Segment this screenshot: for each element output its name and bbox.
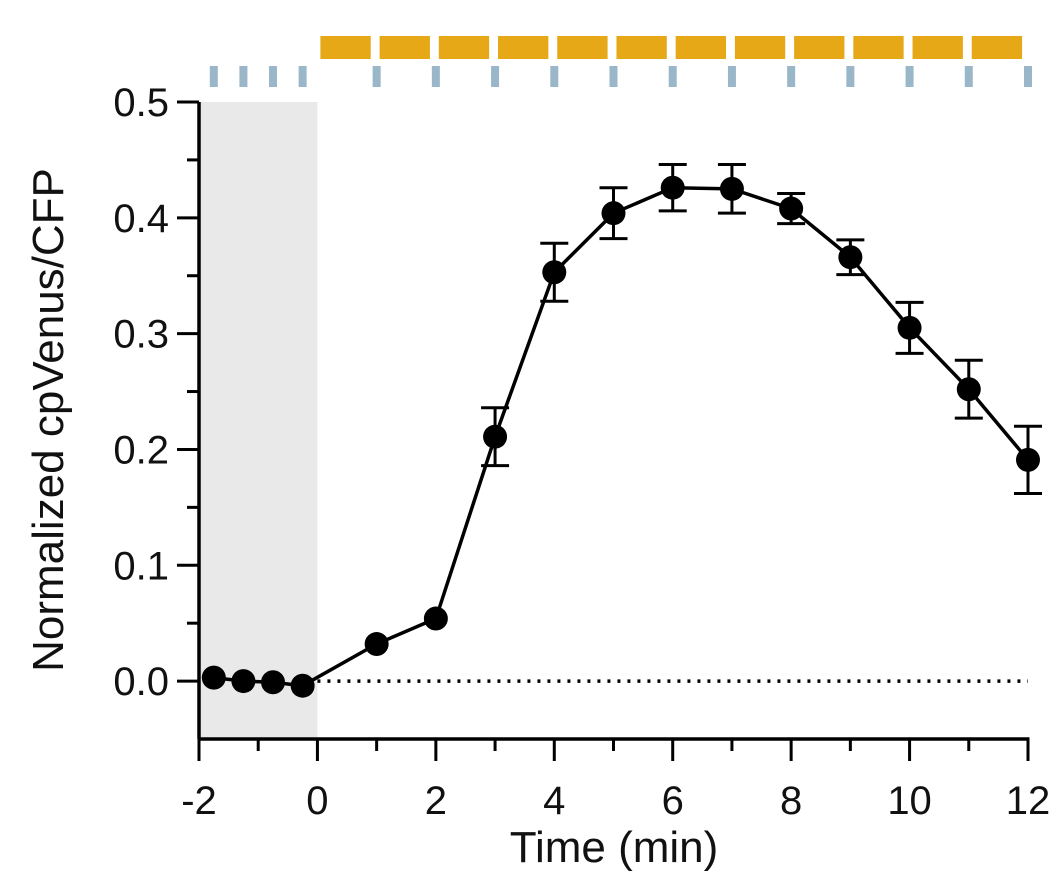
imaging-mark [550,66,559,87]
series-line [213,185,1030,688]
imaging-mark [269,66,278,87]
imaging-mark [1024,66,1032,87]
stimulus-bar [734,36,786,59]
axes: 0.0 0.1 0.2 0.3 0.4 0.5 -2 0 2 4 6 8 10 12 [113,81,1050,823]
y-tick-label: 0.3 [113,313,169,357]
imaging-mark [609,66,618,87]
imaging-mark [209,66,218,87]
stimulus-bar [616,36,667,59]
data-point [779,196,804,221]
imaging-mark [787,66,796,87]
imaging-mark [431,66,440,87]
data-point [956,377,981,402]
y-tick-label: 0.5 [113,81,169,125]
data-point [897,315,922,340]
data-point [423,606,448,631]
y-tick-label: 0.2 [113,428,169,472]
y-tick-label: 0.1 [113,544,169,588]
y-axis-title: Normalized cpVenus/CFP [24,168,73,672]
x-tick-label: 4 [543,779,565,823]
x-tick-label: 0 [306,779,328,823]
stimulus-bar [379,36,430,59]
shaded-region [199,102,318,739]
stimulus-bar [794,36,845,59]
stimulus-bar [912,36,963,59]
imaging-mark [964,66,973,87]
imaging-mark [298,66,307,87]
imaging-mark [491,66,500,87]
stimulus-bar [557,36,608,59]
data-point [290,673,315,698]
data-point [1016,447,1040,472]
imaging-mark [727,66,736,87]
x-tick-label: 2 [425,779,447,823]
imaging-mark [846,66,855,87]
data-point [483,424,508,449]
imaging-mark [668,66,677,87]
imaging-mark [905,66,914,87]
data-point [201,665,226,690]
data-point [838,245,863,270]
x-axis-title: Time (min) [510,823,719,871]
stimulus-bar [853,36,904,59]
y-tick-label: 0.0 [113,660,169,704]
stimulus-bar [320,36,371,59]
x-tick-label: 6 [662,779,684,823]
x-tick-label: 10 [887,779,932,823]
x-tick-label: 12 [1006,779,1051,823]
stimulus-bar [971,36,1023,59]
stimulus-bars [320,36,1023,59]
stimulus-bar [675,36,727,59]
data-point [601,201,626,226]
x-tick-label: 8 [780,779,802,823]
imaging-marks [209,66,1032,87]
data-point [660,175,685,200]
data-point [231,669,256,694]
data-point [719,176,744,201]
data-point [364,632,389,657]
data-point [261,670,286,695]
imaging-mark [372,66,381,87]
y-tick-label: 0.4 [113,197,169,241]
imaging-mark [239,66,248,87]
stimulus-bar [498,36,549,59]
stimulus-bar [438,36,490,59]
data-series [201,163,1042,698]
data-point [542,260,567,285]
x-tick-label: -2 [181,779,217,823]
baseline-shaded-region [199,102,318,739]
